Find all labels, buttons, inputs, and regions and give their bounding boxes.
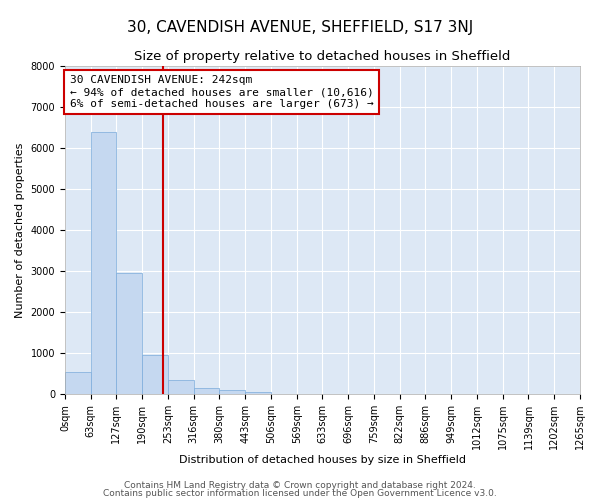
Text: Contains HM Land Registry data © Crown copyright and database right 2024.: Contains HM Land Registry data © Crown c… (124, 481, 476, 490)
Bar (142, 355, 168, 394)
Bar (168, 380, 194, 394)
Bar (220, 390, 245, 394)
Bar (65, 372, 91, 394)
Bar (91, 132, 116, 394)
Bar (245, 392, 271, 394)
Text: 30, CAVENDISH AVENUE, SHEFFIELD, S17 3NJ: 30, CAVENDISH AVENUE, SHEFFIELD, S17 3NJ (127, 20, 473, 35)
Bar (194, 388, 220, 394)
Title: Size of property relative to detached houses in Sheffield: Size of property relative to detached ho… (134, 50, 511, 63)
Bar (116, 273, 142, 394)
Text: 30 CAVENDISH AVENUE: 242sqm
← 94% of detached houses are smaller (10,616)
6% of : 30 CAVENDISH AVENUE: 242sqm ← 94% of det… (70, 76, 374, 108)
Text: Contains public sector information licensed under the Open Government Licence v3: Contains public sector information licen… (103, 488, 497, 498)
X-axis label: Distribution of detached houses by size in Sheffield: Distribution of detached houses by size … (179, 455, 466, 465)
Y-axis label: Number of detached properties: Number of detached properties (15, 142, 25, 318)
